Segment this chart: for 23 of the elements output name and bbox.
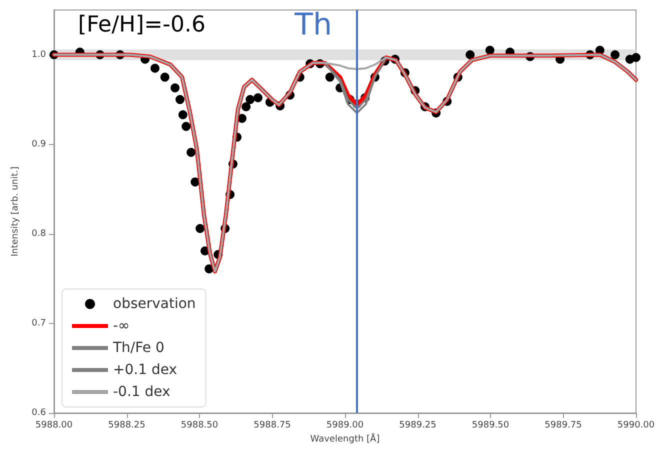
legend-label: observation — [113, 296, 196, 312]
x-tick-label: 5989.25 — [399, 420, 436, 430]
legend-label: -0.1 dex — [113, 384, 170, 400]
x-tick-label: 5988.25 — [108, 420, 146, 430]
y-tick-label: 1.0 — [32, 50, 46, 60]
x-tick-label: 5989.75 — [544, 420, 582, 430]
y-tick-label: 0.8 — [32, 228, 46, 239]
x-tick-label: 5988.00 — [35, 420, 73, 430]
x-axis-title: Wavelength [Å] — [310, 432, 380, 444]
legend-label: Th/Fe 0 — [112, 340, 164, 356]
x-tick-label: 5988.75 — [254, 420, 291, 430]
y-axis-title: Intensity [arb. unit.] — [10, 166, 20, 257]
y-tick-label: 0.9 — [32, 139, 46, 150]
ref-line-label: Th — [294, 8, 332, 42]
x-tick-label: 5989.00 — [326, 420, 364, 430]
y-tick-label: 0.7 — [32, 318, 46, 328]
legend-label: -∞ — [113, 318, 130, 334]
x-tick-label: 5990.00 — [617, 420, 655, 430]
x-tick-label: 5988.50 — [180, 420, 218, 430]
annotation: [Fe/H]=-0.6 — [78, 12, 206, 38]
y-tick-label: 0.6 — [32, 408, 46, 418]
legend-label: +0.1 dex — [113, 362, 177, 378]
x-tick-label: 5989.50 — [472, 420, 510, 430]
